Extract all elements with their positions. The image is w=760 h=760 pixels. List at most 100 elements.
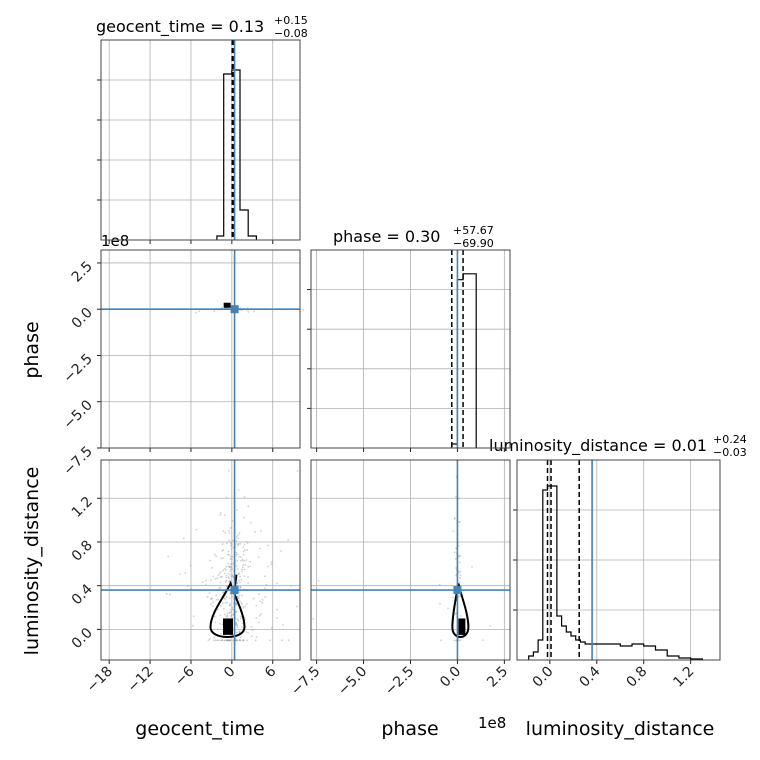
scatter-luminosity-distance-vs-geocent-time-sample: [238, 630, 241, 632]
scatter-luminosity-distance-vs-geocent-time-sample: [239, 639, 241, 642]
scatter-luminosity-distance-vs-geocent-time-sample: [244, 549, 246, 552]
scatter-phase-vs-geocent-time-yticklabel-1: 0.0: [69, 305, 96, 332]
scatter-luminosity-distance-vs-geocent-time-sample: [241, 603, 244, 606]
scatter-phase-vs-geocent-time-sample: [302, 308, 305, 311]
scatter-luminosity-distance-vs-geocent-time-sample: [265, 583, 268, 586]
scatter-luminosity-distance-vs-geocent-time-sample: [221, 543, 224, 545]
scatter-luminosity-distance-vs-geocent-time-sample: [225, 579, 228, 582]
scatter-luminosity-distance-vs-geocent-time-sample: [232, 613, 234, 616]
scatter-luminosity-distance-vs-geocent-time-sample: [264, 587, 266, 590]
scatter-luminosity-distance-vs-geocent-time-sample: [238, 631, 240, 634]
hist-luminosity-distance-xticklabel-2: 0.8: [623, 664, 650, 691]
scatter-luminosity-distance-vs-geocent-time-sample: [241, 566, 244, 569]
scatter-luminosity-distance-vs-geocent-time-sample: [267, 544, 270, 547]
scatter-luminosity-distance-vs-geocent-time-sample: [231, 606, 233, 609]
scatter-luminosity-distance-vs-geocent-time-sample: [209, 603, 212, 605]
scatter-luminosity-distance-vs-geocent-time-sample: [243, 543, 246, 546]
title-luminosity-distance: luminosity_distance = 0.01: [489, 436, 707, 456]
scatter-luminosity-distance-vs-geocent-time-sample: [237, 543, 240, 545]
scatter-luminosity-distance-vs-geocent-time-sample: [223, 590, 226, 593]
scatter-luminosity-distance-vs-geocent-time-sample: [240, 556, 242, 558]
scatter-luminosity-distance-vs-geocent-time-sample: [231, 595, 233, 598]
scatter-luminosity-distance-vs-geocent-time-sample: [249, 565, 252, 568]
scatter-luminosity-distance-vs-phase-sample: [459, 574, 462, 577]
scatter-luminosity-distance-vs-geocent-time-sample: [235, 611, 238, 614]
scatter-phase-vs-geocent-time-yticklabel-3: −5.0: [60, 397, 95, 432]
scatter-luminosity-distance-vs-geocent-time-frame: [100, 459, 301, 661]
scatter-luminosity-distance-vs-geocent-time-yticklabel-2: 0.4: [69, 581, 96, 608]
scatter-luminosity-distance-vs-geocent-time-sample: [240, 559, 242, 562]
scatter-luminosity-distance-vs-geocent-time-sample: [255, 604, 258, 607]
scatter-luminosity-distance-vs-geocent-time-sample: [236, 581, 239, 584]
scatter-phase-vs-geocent-time-yticklabel-4: −7.5: [60, 444, 95, 479]
scatter-luminosity-distance-vs-geocent-time-sample: [259, 600, 262, 603]
scatter-luminosity-distance-vs-geocent-time-sample: [241, 639, 244, 642]
scatter-luminosity-distance-vs-geocent-time-sample: [239, 586, 242, 588]
scatter-luminosity-distance-vs-geocent-time-sample: [227, 639, 229, 642]
scatter-phase-vs-geocent-time-yticklabel-0: 2.5: [69, 258, 96, 285]
hist-phase-frame: [310, 249, 511, 449]
scatter-luminosity-distance-vs-geocent-time-sample: [236, 624, 239, 627]
scatter-luminosity-distance-vs-geocent-time-sample: [237, 597, 240, 600]
scatter-luminosity-distance-vs-geocent-time-sample: [208, 592, 211, 594]
scatter-luminosity-distance-vs-geocent-time-sample: [182, 537, 185, 540]
scatter-luminosity-distance-vs-geocent-time-sample: [225, 576, 228, 579]
scatter-luminosity-distance-vs-phase-sample: [455, 547, 458, 550]
scatter-luminosity-distance-vs-geocent-time-yticklabel-1: 0.8: [69, 537, 96, 564]
title-geocent-time-sup: +0.15: [274, 14, 308, 27]
scatter-luminosity-distance-vs-geocent-time-sample: [237, 489, 240, 492]
scatter-luminosity-distance-vs-geocent-time-sample: [219, 614, 222, 617]
scatter-luminosity-distance-vs-geocent-time-sample: [240, 615, 242, 618]
scatter-luminosity-distance-vs-geocent-time-sample: [228, 639, 231, 642]
scatter-luminosity-distance-vs-geocent-time-sample: [236, 560, 239, 562]
scatter-luminosity-distance-vs-geocent-time-sample: [228, 570, 231, 573]
hist-geocent-time-steps: [216, 69, 257, 240]
scatter-luminosity-distance-vs-geocent-time-sample: [236, 582, 239, 585]
scatter-luminosity-distance-vs-geocent-time-sample: [236, 543, 239, 545]
scatter-luminosity-distance-vs-geocent-time-sample: [226, 616, 229, 618]
scatter-luminosity-distance-vs-geocent-time-sample: [219, 514, 222, 516]
scatter-phase-vs-geocent-time-sample: [247, 311, 250, 313]
scatter-luminosity-distance-vs-phase-sample: [455, 574, 457, 577]
scatter-luminosity-distance-vs-geocent-time-sample: [241, 568, 244, 571]
scatter-luminosity-distance-vs-geocent-time-sample: [228, 611, 231, 614]
scatter-luminosity-distance-vs-geocent-time-xticklabel-0: −18: [84, 664, 116, 696]
scatter-luminosity-distance-vs-geocent-time-sample: [240, 579, 243, 582]
y-axis-label-luminosity-distance: luminosity_distance: [21, 467, 43, 656]
scatter-luminosity-distance-vs-geocent-time-sample: [245, 559, 248, 562]
scatter-luminosity-distance-vs-geocent-time-sample: [259, 613, 262, 616]
hist-luminosity-distance-xticklabel-3: 1.2: [670, 664, 697, 691]
scatter-luminosity-distance-vs-geocent-time-sample: [275, 616, 278, 619]
scatter-luminosity-distance-vs-geocent-time-sample: [236, 639, 239, 642]
scatter-luminosity-distance-vs-geocent-time-sample: [229, 566, 232, 568]
scatter-luminosity-distance-vs-geocent-time-sample: [267, 565, 269, 568]
scatter-luminosity-distance-vs-geocent-time-sample: [235, 639, 238, 642]
scatter-luminosity-distance-vs-geocent-time-sample: [225, 639, 228, 642]
scatter-luminosity-distance-vs-phase-sample: [438, 583, 441, 586]
scatter-luminosity-distance-vs-geocent-time-sample: [239, 575, 242, 578]
hist-phase-steps: [451, 273, 477, 448]
scatter-luminosity-distance-vs-geocent-time-sample: [231, 568, 233, 571]
scatter-luminosity-distance-vs-geocent-time-sample: [222, 549, 225, 552]
scatter-luminosity-distance-vs-phase-sample: [457, 554, 460, 557]
scatter-luminosity-distance-vs-geocent-time-sample: [235, 539, 238, 542]
scatter-luminosity-distance-vs-phase-sample: [458, 521, 460, 524]
scatter-luminosity-distance-vs-geocent-time-sample: [224, 531, 227, 534]
scatter-luminosity-distance-vs-geocent-time-sample: [229, 602, 232, 605]
scatter-luminosity-distance-vs-geocent-time-sample: [228, 604, 231, 607]
scatter-luminosity-distance-vs-geocent-time-sample: [209, 559, 211, 562]
scatter-luminosity-distance-vs-geocent-time-sample: [237, 579, 240, 582]
scatter-luminosity-distance-vs-geocent-time-sample: [228, 532, 231, 535]
scatter-luminosity-distance-vs-geocent-time-sample: [254, 639, 257, 642]
scatter-luminosity-distance-vs-geocent-time-sample: [219, 511, 222, 514]
scatter-luminosity-distance-vs-geocent-time-sample: [242, 607, 245, 609]
scatter-luminosity-distance-vs-geocent-time-sample: [230, 575, 232, 578]
scatter-luminosity-distance-vs-geocent-time-sample: [219, 576, 222, 579]
scatter-luminosity-distance-vs-geocent-time-sample: [225, 565, 228, 568]
scatter-luminosity-distance-vs-geocent-time-sample: [270, 563, 273, 566]
scatter-luminosity-distance-vs-phase-sample: [455, 495, 457, 498]
scatter-phase-vs-geocent-time-truth-marker: [230, 305, 239, 314]
scatter-luminosity-distance-vs-geocent-time-sample: [231, 562, 233, 565]
scatter-luminosity-distance-vs-geocent-time-sample: [225, 615, 228, 618]
